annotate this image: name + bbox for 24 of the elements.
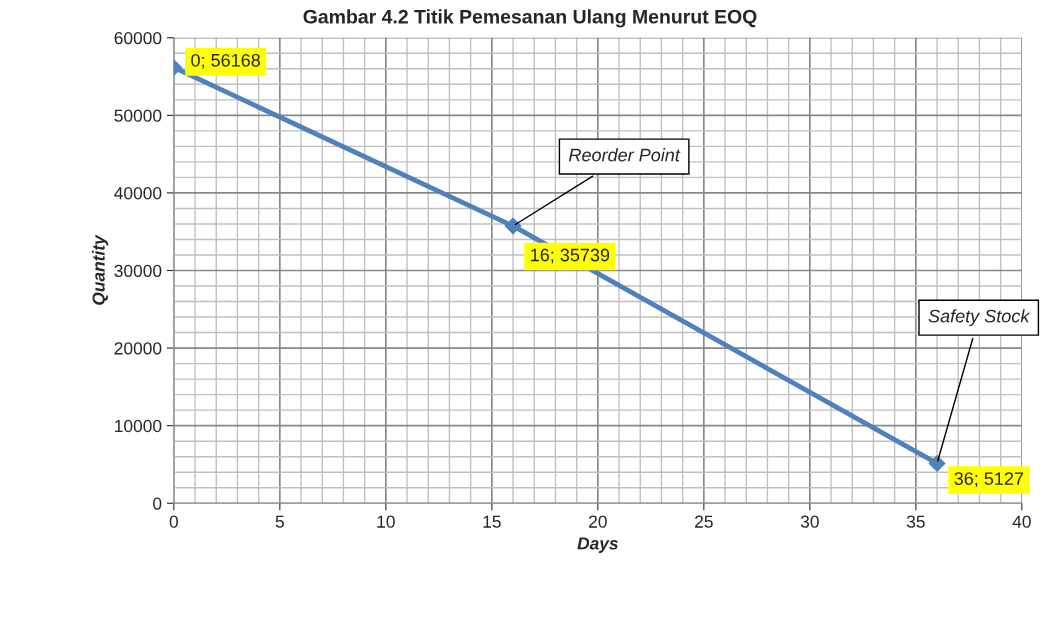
y-axis-title: Quantity: [92, 234, 109, 305]
annotation: Reorder Point: [569, 148, 681, 162]
x-tick-label: 30: [800, 515, 819, 528]
y-tick-label: 50000: [114, 109, 162, 122]
y-tick-label: 30000: [114, 264, 162, 277]
y-tick-label: 20000: [114, 342, 162, 355]
x-tick-label: 25: [695, 515, 713, 528]
y-tick-label: 10000: [115, 419, 162, 433]
x-tick-label: 35: [906, 515, 925, 528]
x-axis-title: Days: [577, 537, 618, 553]
y-tick-label: 0: [153, 497, 162, 510]
x-tick-label: 5: [275, 515, 284, 528]
annotation: Safety Stock: [928, 309, 1031, 327]
data-label: 0; 56168: [191, 53, 260, 69]
x-tick-label: 0: [169, 515, 178, 528]
x-tick-label: 15: [483, 515, 501, 528]
x-tick-label: 20: [589, 515, 607, 528]
x-tick-label: 40: [1012, 515, 1031, 528]
y-tick-label: 40000: [114, 187, 162, 200]
x-tick-label: 10: [377, 515, 395, 528]
chart-title: Gambar 4.2 Titik Pemesanan Ulang Menurut EOQ: [303, 9, 757, 28]
data-label: 36; 5127: [954, 472, 1024, 488]
y-tick-label: 60000: [114, 31, 162, 45]
data-label: 16; 35739: [531, 248, 610, 264]
